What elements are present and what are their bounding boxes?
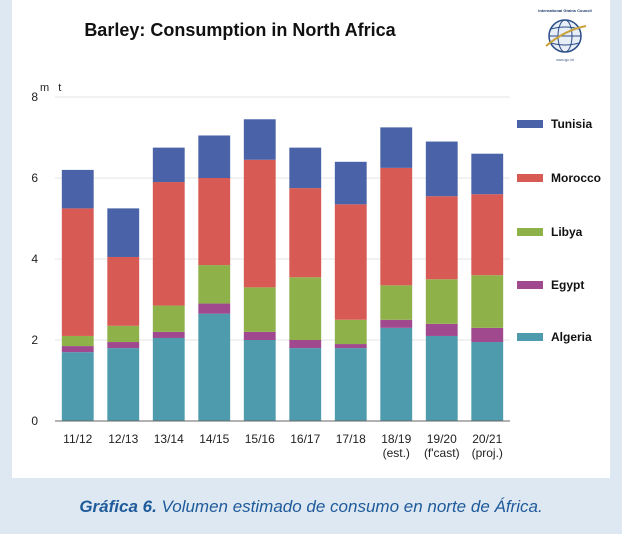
bar-segment-egypt (289, 340, 322, 349)
bar-segment-algeria (425, 335, 458, 421)
bars (61, 119, 504, 421)
bar-segment-algeria (198, 313, 231, 421)
x-tick-label: 16/17 (290, 432, 320, 446)
bar-segment-tunisia (334, 161, 367, 205)
bar-segment-libya (289, 277, 322, 340)
bar-segment-egypt (61, 346, 94, 353)
globe-icon (545, 19, 587, 53)
bar-segment-egypt (152, 331, 185, 338)
x-tick-label: 14/15 (199, 432, 229, 446)
legend-swatch-tunisia (517, 120, 543, 128)
x-tick-label: 15/16 (245, 432, 275, 446)
bar-segment-egypt (471, 327, 504, 343)
bar-segment-egypt (198, 303, 231, 314)
caption-text: Volumen estimado de consumo en norte de … (156, 497, 543, 516)
bar-segment-libya (471, 275, 504, 328)
bar-segment-morocco (152, 182, 185, 306)
y-tick-label: 6 (31, 171, 38, 185)
bar-segment-libya (107, 325, 140, 343)
bar-segment-morocco (471, 194, 504, 276)
bar-segment-libya (334, 319, 367, 345)
bar-segment-libya (198, 265, 231, 304)
bar-segment-libya (380, 285, 413, 320)
x-axis-ticks: 11/12 12/13 13/14 14/15 15/16 16/17 17/18 18/19… (63, 432, 503, 460)
legend-label-morocco: Morocco (551, 171, 601, 185)
y-tick-label: 4 (31, 252, 38, 266)
bar-segment-algeria (152, 337, 185, 421)
figure-caption: Gráfica 6. Volumen estimado de consumo e… (0, 497, 622, 517)
legend-label-tunisia: Tunisia (551, 117, 592, 131)
x-tick-label: 19/20 (427, 432, 457, 446)
bar-segment-libya (152, 305, 185, 332)
bar-segment-tunisia (107, 208, 140, 257)
bar-segment-tunisia (425, 141, 458, 197)
legend-label-algeria: Algeria (551, 330, 592, 344)
x-tick-label: 17/18 (336, 432, 366, 446)
igc-logo: International Grains Council www.igc.int (538, 8, 592, 62)
bar-segment-algeria (471, 342, 504, 421)
x-tick-label: 11/12 (63, 432, 92, 446)
bar-segment-algeria (334, 348, 367, 421)
bar-segment-egypt (334, 344, 367, 349)
bar-segment-morocco (107, 256, 140, 326)
bar-segment-tunisia (61, 169, 94, 209)
bar-segment-egypt (107, 342, 140, 349)
caption-label: Gráfica 6. (79, 497, 157, 516)
x-tick-label: 20/21 (472, 432, 502, 446)
bar-segment-morocco (425, 196, 458, 280)
legend-swatch-egypt (517, 281, 543, 289)
x-tick-label: 18/19 (381, 432, 411, 446)
bar-segment-egypt (425, 323, 458, 336)
y-axis-ticks: 0 2 4 6 8 (31, 90, 38, 428)
bar-segment-tunisia (152, 147, 185, 183)
legend-swatch-morocco (517, 174, 543, 182)
bar-segment-libya (425, 279, 458, 324)
bar-segment-morocco (380, 167, 413, 286)
bar-segment-morocco (334, 204, 367, 320)
bar-segment-libya (61, 335, 94, 347)
bar-segment-algeria (243, 340, 276, 421)
bar-segment-algeria (380, 327, 413, 421)
bar-segment-tunisia (289, 147, 322, 189)
x-tick-label: 13/14 (154, 432, 184, 446)
bar-segment-tunisia (198, 135, 231, 178)
legend-swatch-algeria (517, 333, 543, 341)
legend-label-egypt: Egypt (551, 278, 584, 292)
legend-swatch-libya (517, 228, 543, 236)
bar-segment-algeria (107, 348, 140, 421)
bar-segment-morocco (289, 188, 322, 278)
bar-segment-morocco (198, 178, 231, 266)
legend-label-libya: Libya (551, 225, 583, 239)
chart-title: Barley: Consumption in North Africa (84, 20, 396, 40)
bar-segment-algeria (61, 352, 94, 421)
x-tick-label: 12/13 (108, 432, 138, 446)
legend: Tunisia Morocco Libya Egypt Algeria (517, 117, 601, 344)
bar-segment-morocco (243, 159, 276, 288)
y-axis-unit: m t (40, 82, 65, 94)
y-tick-label: 8 (31, 90, 38, 104)
y-tick-label: 0 (31, 414, 38, 428)
x-tick-label: (est.) (383, 446, 410, 460)
chart-plot: 0 2 4 6 8 11/12 12/13 13/14 14/15 15/16 16/17 17/1… (31, 90, 601, 460)
bar-segment-tunisia (243, 119, 276, 160)
bar-segment-libya (243, 287, 276, 332)
y-tick-label: 2 (31, 333, 38, 347)
bar-segment-morocco (61, 208, 94, 336)
bar-segment-tunisia (471, 153, 504, 195)
x-tick-label: (f'cast) (424, 446, 460, 460)
logo-top-text: International Grains Council (538, 8, 592, 13)
x-tick-label: (proj.) (472, 446, 503, 460)
bar-segment-algeria (289, 348, 322, 421)
bar-segment-tunisia (380, 127, 413, 168)
logo-bottom-text: www.igc.int (556, 58, 574, 62)
bar-segment-egypt (380, 319, 413, 328)
bar-segment-egypt (243, 331, 276, 340)
